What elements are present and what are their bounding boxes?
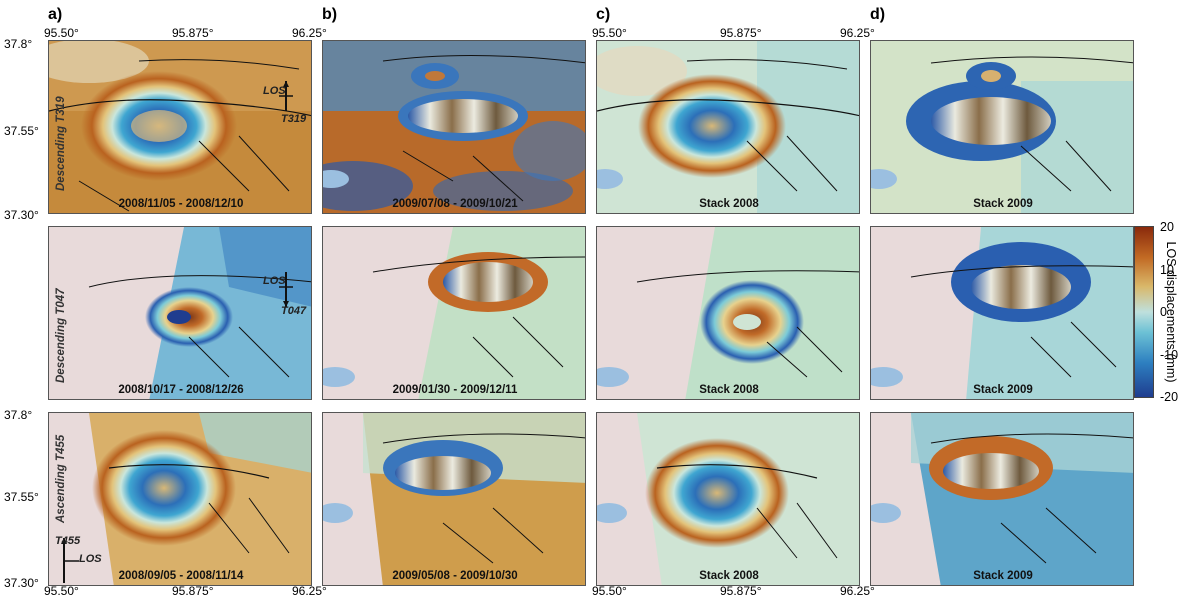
insar-map-row2-a	[49, 227, 311, 399]
colorbar	[1134, 226, 1154, 398]
date-label-row2-c: Stack 2008	[699, 384, 759, 396]
x-tick-bottom-c-3: 96.25°	[840, 584, 875, 598]
y-tick-row1-top: 37.8°	[4, 37, 33, 51]
insar-map-row3-a	[49, 413, 311, 585]
los-label-row3: LOS	[79, 553, 102, 565]
x-tick-top-c-3: 96.25°	[840, 26, 875, 40]
colorbar-title: LOS displacements (mm)	[1164, 241, 1178, 383]
insar-map-row3-b	[323, 413, 585, 585]
insar-map-row2-d	[871, 227, 1133, 399]
y-tick-row1-bottom: 37.30°	[4, 208, 39, 222]
y-tick-row3-mid: 37.55°	[4, 490, 39, 504]
panel-label-d: d)	[870, 6, 886, 23]
date-label-row1-d: Stack 2009	[973, 198, 1033, 210]
panel-label-b: b)	[322, 6, 338, 23]
colorbar-tick-0: 0	[1160, 305, 1167, 319]
insar-map-row2-c	[597, 227, 859, 399]
insar-map-row1-b	[323, 41, 585, 213]
x-tick-bottom-c-2: 95.875°	[720, 584, 762, 598]
panel-row3-a: Ascending T455 T455 LOS 2008/09/05 - 200…	[48, 412, 312, 586]
colorbar-tick-minus10: -10	[1160, 348, 1179, 362]
date-label-row2-d: Stack 2009	[973, 384, 1033, 396]
y-tick-row3-top: 37.8°	[4, 408, 33, 422]
x-tick-top-c-1: 95.50°	[592, 26, 627, 40]
colorbar-tick-20: 20	[1160, 220, 1174, 234]
date-label-row1-a: 2008/11/05 - 2008/12/10	[118, 198, 244, 210]
date-label-row1-c: Stack 2008	[699, 198, 759, 210]
insar-map-row1-d	[871, 41, 1133, 213]
panel-row1-a: Descending T319 LOS T319 2008/11/05 - 20…	[48, 40, 312, 214]
date-label-row3-b: 2009/05/08 - 2009/10/30	[392, 570, 518, 582]
y-tick-row3-bottom: 37.30°	[4, 576, 39, 590]
panel-row3-c: Stack 2008	[596, 412, 860, 586]
x-tick-top-a-2: 95.875°	[172, 26, 214, 40]
insar-map-row3-d	[871, 413, 1133, 585]
insar-map-row2-b	[323, 227, 585, 399]
panel-label-a: a)	[48, 6, 63, 23]
colorbar-tick-10: 10	[1160, 263, 1174, 277]
insar-map-row1-c	[597, 41, 859, 213]
panel-row2-b: 2009/01/30 - 2009/12/11	[322, 226, 586, 400]
date-label-row1-b: 2009/07/08 - 2009/10/21	[392, 198, 518, 210]
los-label-row1: LOS	[263, 85, 286, 97]
track-label-row1: Descending T319	[55, 96, 67, 191]
insar-map-row1-a	[49, 41, 311, 213]
panel-row1-c: Stack 2008	[596, 40, 860, 214]
panel-row2-d: Stack 2009	[870, 226, 1134, 400]
panel-row2-a: Descending T047 LOS T047 2008/10/17 - 20…	[48, 226, 312, 400]
track-id-row1: T319	[281, 113, 307, 125]
x-tick-bottom-a-1: 95.50°	[44, 584, 79, 598]
insar-map-row3-c	[597, 413, 859, 585]
x-tick-bottom-a-3: 96.25°	[292, 584, 327, 598]
date-label-row3-a: 2008/09/05 - 2008/11/14	[118, 570, 244, 582]
x-tick-top-c-2: 95.875°	[720, 26, 762, 40]
x-tick-bottom-a-2: 95.875°	[172, 584, 214, 598]
panel-row3-d: Stack 2009	[870, 412, 1134, 586]
panel-row3-b: 2009/05/08 - 2009/10/30	[322, 412, 586, 586]
x-tick-top-a-1: 95.50°	[44, 26, 79, 40]
x-tick-top-a-3: 96.25°	[292, 26, 327, 40]
date-label-row3-d: Stack 2009	[973, 570, 1033, 582]
panel-row1-d: Stack 2009	[870, 40, 1134, 214]
x-tick-bottom-c-1: 95.50°	[592, 584, 627, 598]
panel-label-c: c)	[596, 6, 611, 23]
colorbar-tick-minus20: -20	[1160, 390, 1179, 404]
los-label-row2: LOS	[263, 275, 286, 287]
y-tick-row1-mid: 37.55°	[4, 124, 39, 138]
track-label-row3: Ascending T455	[55, 434, 67, 523]
date-label-row2-a: 2008/10/17 - 2008/12/26	[118, 384, 244, 396]
panel-row2-c: Stack 2008	[596, 226, 860, 400]
panel-row1-b: 2009/07/08 - 2009/10/21	[322, 40, 586, 214]
date-label-row3-c: Stack 2008	[699, 570, 759, 582]
track-label-row2: Descending T047	[55, 288, 67, 383]
track-id-row3: T455	[55, 535, 81, 547]
date-label-row2-b: 2009/01/30 - 2009/12/11	[392, 384, 518, 396]
track-id-row2: T047	[281, 305, 307, 317]
